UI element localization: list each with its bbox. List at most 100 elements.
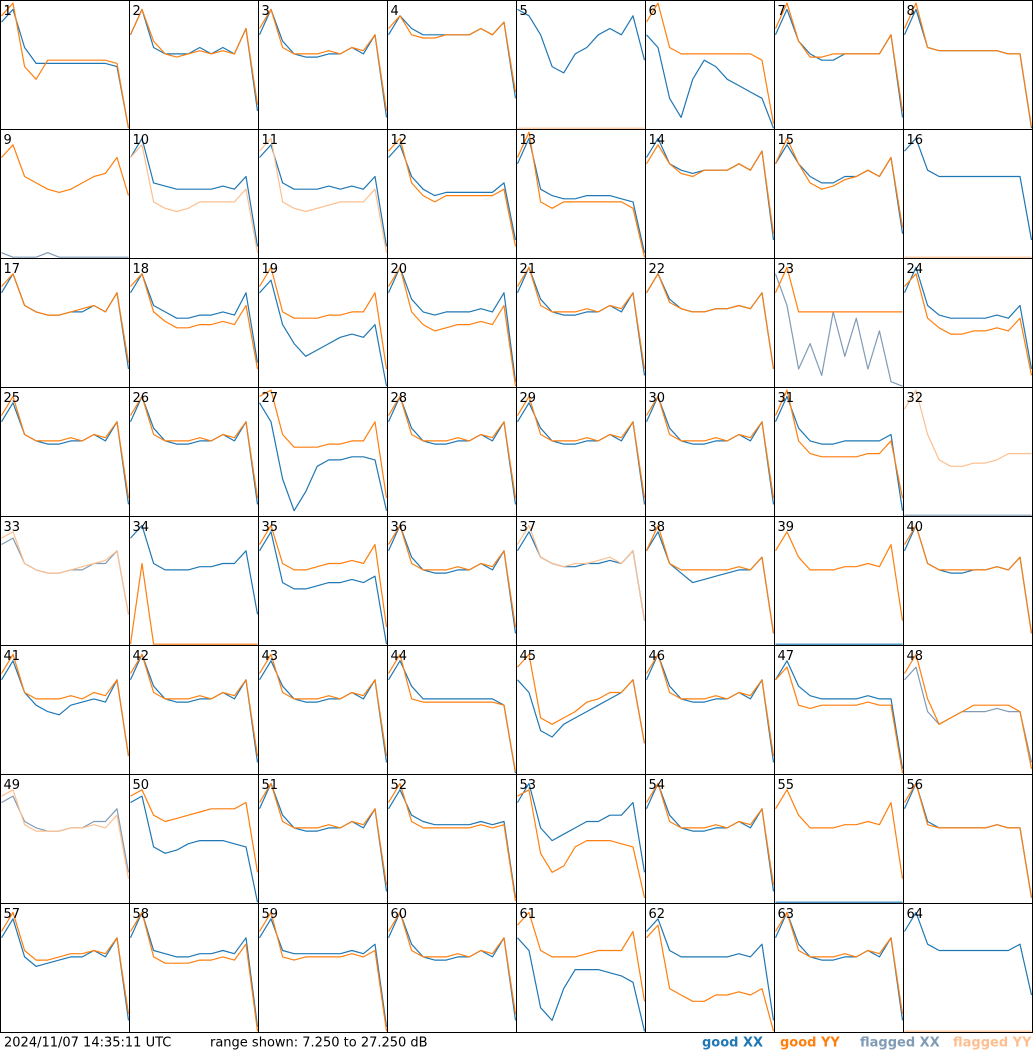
spectrum-xx [258, 8, 388, 118]
spectrum-xx [258, 782, 388, 892]
panel-number: 48 [907, 649, 924, 664]
spectrum-yy [388, 137, 517, 247]
spectrum-yy [0, 395, 130, 499]
panel-number: 42 [133, 649, 150, 664]
spectrum-xx [645, 395, 775, 505]
spectrum-yy [259, 137, 388, 253]
spectrum-xx [129, 395, 259, 505]
panel-number: 5 [520, 4, 528, 19]
panel-number: 31 [778, 391, 795, 406]
legend-entry: flagged YY [953, 1036, 1032, 1051]
panel-number: 56 [907, 778, 924, 793]
spectrum-yy [645, 395, 775, 499]
spectrum-yy [258, 266, 388, 370]
panel-number: 45 [520, 649, 537, 664]
spectrum-yy [775, 666, 904, 774]
panel: 29 [516, 387, 646, 517]
panel-number: 6 [649, 4, 657, 19]
panel-number: 1 [4, 4, 12, 19]
spectrum-xx [387, 395, 517, 505]
panel-number: 20 [391, 262, 408, 277]
spectrum-xx [129, 653, 259, 763]
spectrum-xx [516, 782, 646, 873]
panel-number: 32 [907, 391, 924, 406]
spectrum-yy [645, 144, 775, 234]
panel-number: 33 [4, 520, 21, 535]
spectrum-yy [1, 789, 130, 879]
panel: 52 [387, 774, 517, 904]
spectrum-yy [774, 531, 904, 621]
panel-number: 49 [4, 778, 21, 793]
panel-number: 53 [520, 778, 537, 793]
spectrum-xx [0, 918, 130, 1021]
panel-number: 55 [778, 778, 795, 793]
spectrum-yy [903, 782, 1033, 898]
spectrum-yy [774, 911, 904, 1015]
spectrum-yy [1, 531, 130, 615]
spectrum-xx [129, 137, 259, 247]
panel-number: 47 [778, 649, 795, 664]
spectrum-xx [387, 911, 517, 1021]
spectrum-yy [646, 924, 775, 1032]
spectrum-yy [1, 2, 130, 129]
panel-number: 18 [133, 262, 150, 277]
panel-number: 37 [520, 520, 537, 535]
panel: 61 [516, 903, 646, 1033]
panel-number: 43 [262, 649, 279, 664]
panel-number: 44 [391, 649, 408, 664]
panel-number: 57 [4, 907, 21, 922]
spectrum-xx [903, 266, 1033, 370]
spectrum-xx [129, 911, 259, 1027]
spectrum-xx [387, 266, 517, 382]
panel-number: 29 [520, 391, 537, 406]
panel-number: 51 [262, 778, 279, 793]
spectrum-yy [129, 8, 259, 105]
spectrum-xx [517, 937, 646, 1032]
spectrum-xx [646, 34, 775, 129]
panel-number: 4 [391, 4, 399, 19]
spectrum-xx [516, 266, 646, 376]
spectrum-yy [130, 789, 259, 873]
spectrum-yy [129, 911, 259, 1032]
panel-number: 19 [262, 262, 279, 277]
spectrum-xx [516, 402, 646, 505]
spectrum-yy [516, 395, 646, 499]
panel-number: 10 [133, 133, 150, 148]
panel: 59 [258, 903, 388, 1033]
panel: 40 [903, 516, 1033, 646]
spectrum-xx [130, 795, 259, 903]
timestamp: 2024/11/07 14:35:11 UTC [4, 1036, 171, 1051]
spectrum-xx [645, 653, 775, 763]
spectrum-xx [904, 137, 1033, 241]
panel: 35 [258, 516, 388, 646]
spectrum-yy [1, 273, 130, 363]
spectrum-xx [903, 911, 1033, 996]
spectrum-yy [516, 131, 646, 258]
spectrum-xx [258, 531, 388, 645]
range-text: range shown: 7.250 to 27.250 dB [210, 1036, 428, 1051]
spectrum-xx [774, 911, 904, 1021]
spectrum-yy [130, 144, 259, 253]
panel-number: 64 [907, 907, 924, 922]
spectrum-yy [387, 395, 517, 499]
panel-number: 16 [907, 133, 924, 148]
panel-number: 3 [262, 4, 270, 19]
spectrum-xx [1, 252, 129, 258]
spectrum-yy [387, 524, 517, 628]
spectrum-xx [258, 918, 388, 1027]
panel-number: 38 [649, 520, 666, 535]
panel-number: 22 [649, 262, 666, 277]
panel-number: 9 [4, 133, 12, 148]
panel-number: 52 [391, 778, 408, 793]
panel-number: 39 [778, 520, 795, 535]
spectrum-xx [774, 273, 903, 387]
spectrum-yy [387, 911, 517, 1015]
spectrum-xx [387, 524, 517, 634]
panel: 17 [0, 258, 130, 388]
spectrum-xx [129, 273, 259, 363]
spectrum-yy [387, 653, 517, 773]
panel-number: 41 [4, 649, 21, 664]
spectrum-yy [0, 911, 130, 1015]
spectrum-yy [516, 524, 646, 621]
